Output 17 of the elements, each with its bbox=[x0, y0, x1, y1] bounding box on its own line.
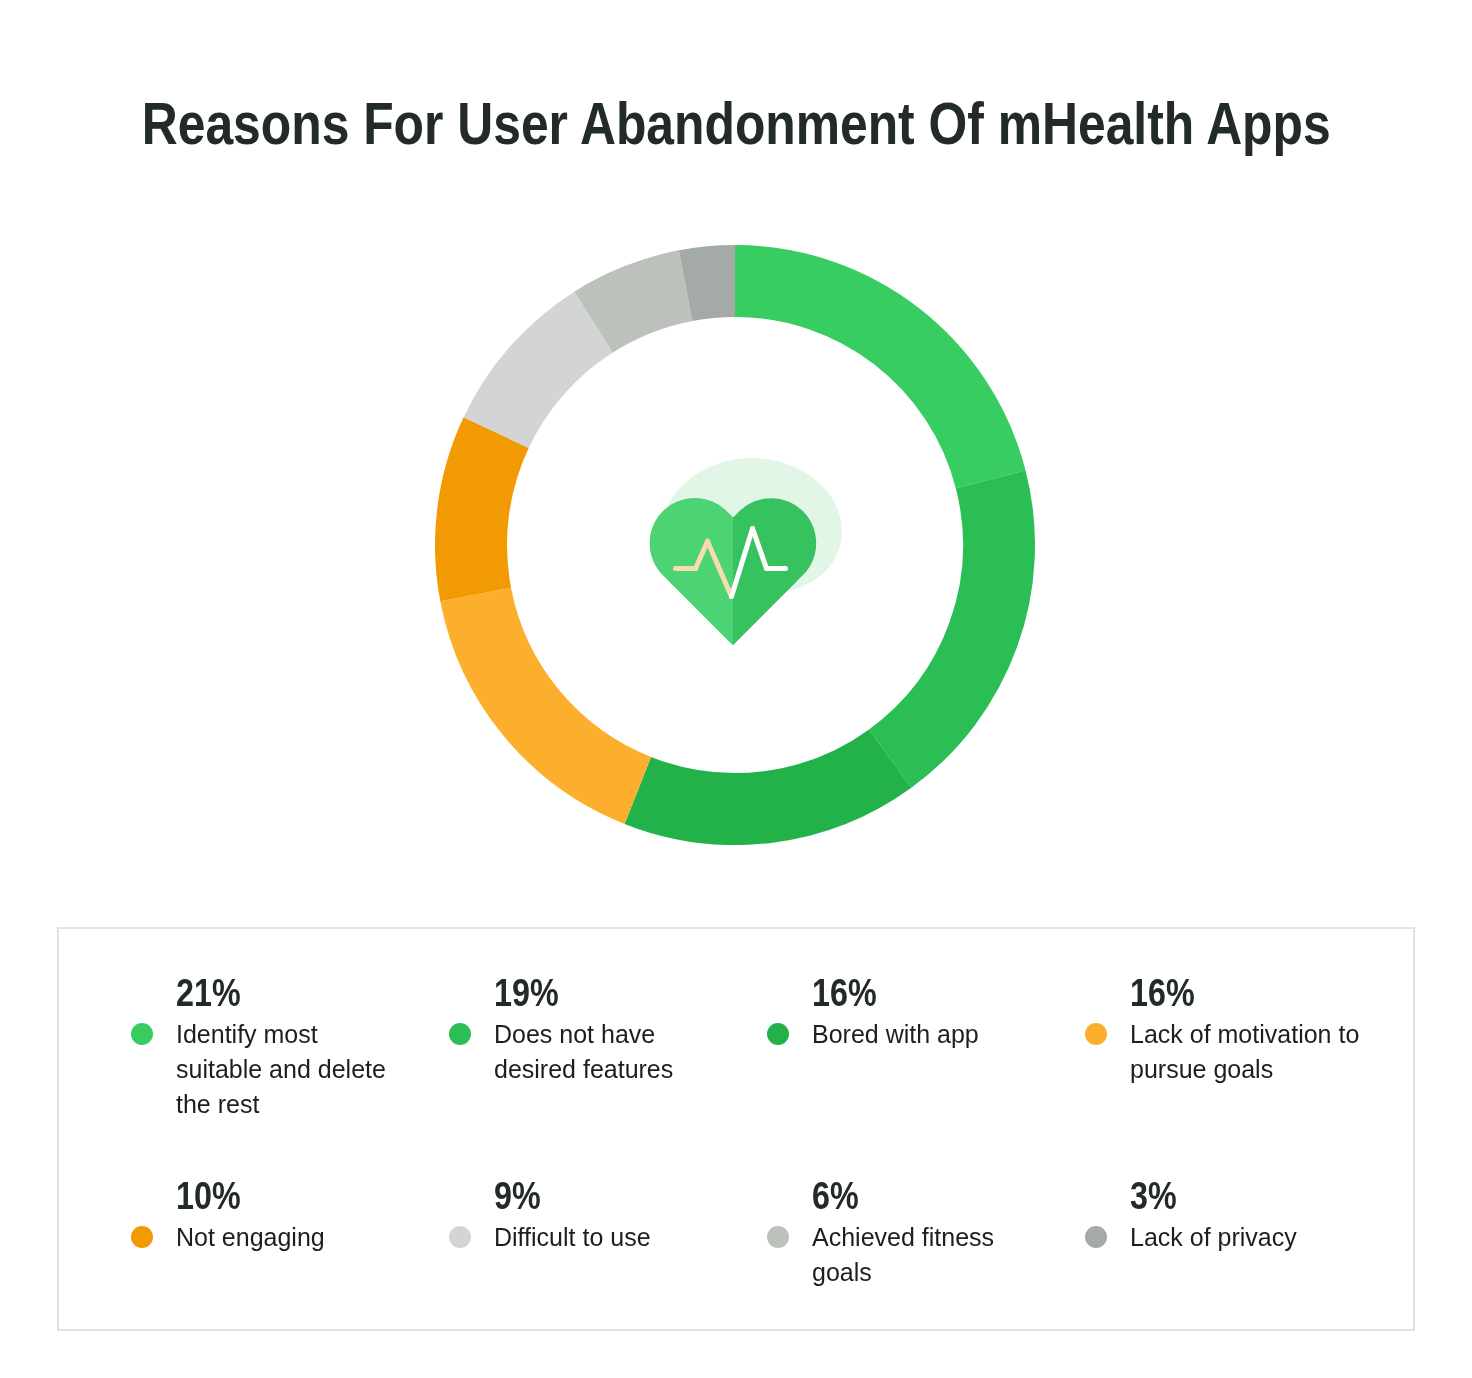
data-label: 16% bbox=[812, 972, 877, 1014]
data-label: 21% bbox=[176, 972, 241, 1014]
data-label: 16% bbox=[1130, 972, 1195, 1014]
legend-label: Difficult to use bbox=[494, 1222, 652, 1253]
data-label: 10% bbox=[176, 1175, 241, 1217]
legend-label: Bored with app bbox=[812, 1019, 980, 1050]
legend-label: Achieved fitness goals bbox=[812, 1222, 996, 1288]
data-label: 9% bbox=[494, 1175, 541, 1217]
data-label: 3% bbox=[1130, 1175, 1177, 1217]
legend-label: Not engaging bbox=[176, 1222, 326, 1253]
legend-label: Identify most suitable and delete the rest bbox=[176, 1019, 387, 1120]
legend-label: Lack of privacy bbox=[1130, 1222, 1298, 1253]
legend-label: Does not have desired features bbox=[494, 1019, 675, 1085]
legend-label: Lack of motivation to pursue goals bbox=[1130, 1019, 1361, 1085]
data-label: 19% bbox=[494, 972, 559, 1014]
chart-title: Reasons For User Abandonment Of mHealth Apps bbox=[141, 89, 1331, 159]
data-label: 6% bbox=[812, 1175, 859, 1217]
